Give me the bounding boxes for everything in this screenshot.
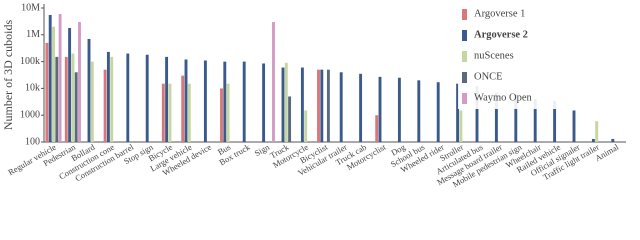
y-tick-label: 100 [25,136,40,147]
bar [103,69,107,142]
bar [320,69,324,142]
bar [52,26,55,143]
bar [300,67,304,142]
bar [126,53,130,142]
bar [572,110,576,142]
legend-label: ONCE [474,71,503,82]
bar [203,60,207,142]
y-tick-label: 10M [21,2,40,13]
bar [359,73,363,142]
bar [284,62,288,142]
bar [459,110,463,142]
bar [456,83,460,142]
bar [90,61,94,142]
bar [397,77,401,142]
bar [161,83,165,142]
bar [339,72,343,142]
y-tick-label: 1M [26,29,40,40]
bar [242,61,246,142]
bar [436,82,440,142]
bar [64,56,68,142]
bar [272,22,275,142]
y-axis-label: Number of 3D cuboids [1,20,15,131]
bar [45,42,49,143]
legend-swatch [462,9,467,20]
bar [304,110,308,142]
legend-label: Argoverse 1 [474,8,525,19]
bar [55,56,59,142]
bar [48,14,52,142]
bar [514,94,518,142]
bar [262,63,266,142]
bar [187,83,191,142]
y-tick-label: 10k [25,83,40,94]
bar [475,86,479,142]
legend-swatch [462,72,467,83]
bar [71,53,75,142]
bar [281,67,285,142]
y-tick-label: 100k [20,56,40,67]
legend-label: Waymo Open [474,92,533,103]
bar [553,100,557,142]
bar [533,99,537,142]
bar [58,13,62,143]
legend-swatch [462,93,467,104]
bar [110,56,114,142]
bar [595,121,599,142]
bar [165,56,169,142]
bar [181,75,185,142]
chart: Number of 3D cuboids 100 1000 10k 100k 1M 10M… [0,2,634,189]
bar [417,80,421,142]
bar [78,22,81,142]
bar [226,83,230,142]
bar [223,61,227,142]
bar [145,54,149,142]
bar [494,92,498,142]
y-tick-label: 1000 [20,109,40,120]
bar [326,69,330,142]
bar [74,72,78,142]
bar [288,96,292,142]
bar [106,51,110,142]
bar [375,115,379,142]
bar [68,27,72,143]
legend-label: nuScenes [474,50,514,61]
legend-swatch [462,51,467,62]
legend-box [458,2,634,109]
bar [168,83,172,142]
bar [611,138,615,142]
legend-swatch [462,30,467,41]
bar [220,88,223,142]
legend-label: Argoverse 2 [474,29,528,40]
bar [378,76,382,142]
bar [591,138,595,142]
bar [184,59,188,142]
bar [317,69,320,142]
bar [87,38,91,143]
x-tick-label: Sign [253,141,272,158]
